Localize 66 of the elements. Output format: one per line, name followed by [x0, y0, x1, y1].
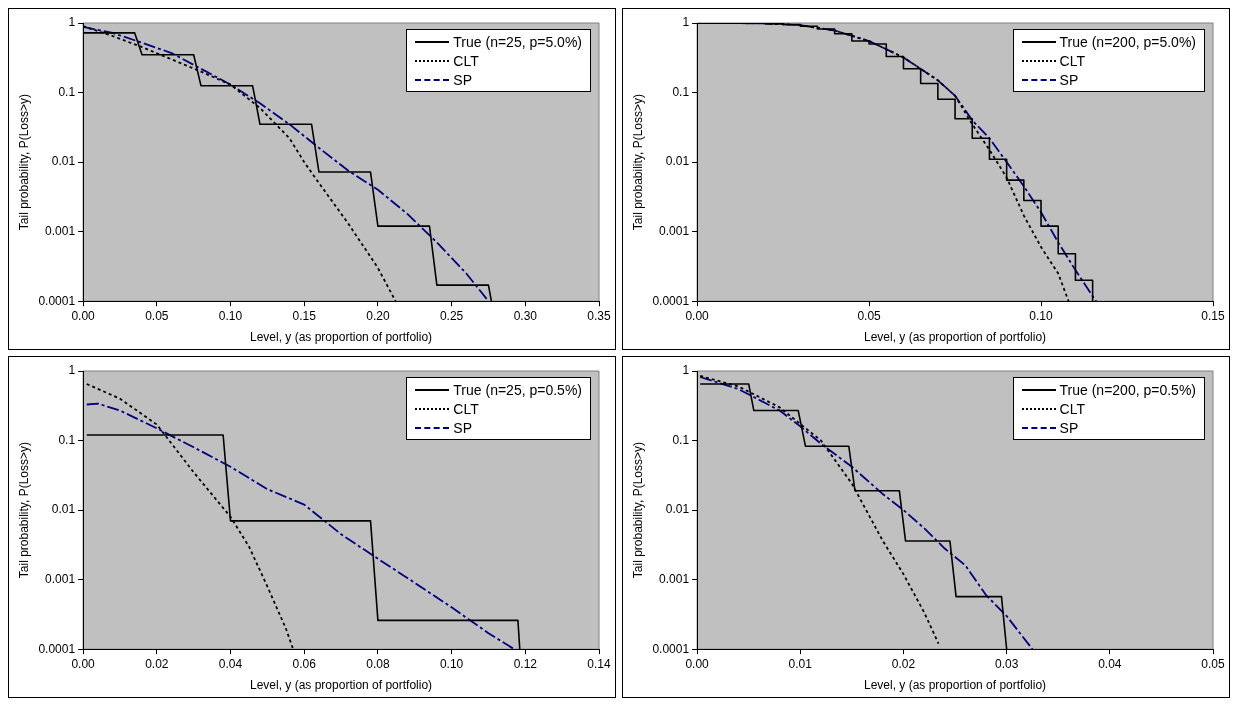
x-tick-label: 0.10 — [218, 308, 243, 323]
y-tick-label: 0.01 — [665, 502, 690, 517]
x-axis-title: Level, y (as proportion of portfolio) — [250, 678, 433, 693]
x-tick-label: 0.20 — [366, 308, 390, 323]
x-tick-label: 0.25 — [439, 308, 464, 323]
y-tick-label: 0.01 — [665, 154, 690, 169]
x-tick-label: 0.00 — [71, 656, 96, 671]
x-tick-label: 0.00 — [71, 308, 96, 323]
y-tick-label: 0.1 — [58, 84, 76, 99]
legend-label: SP — [1059, 419, 1079, 436]
y-axis-title: Tail probability, P(Loss>y) — [16, 94, 31, 231]
y-tick-label: 0.001 — [659, 571, 690, 586]
x-tick-label: 0.04 — [218, 656, 243, 671]
y-tick-label: 1 — [68, 15, 76, 30]
y-tick-label: 0.1 — [672, 432, 690, 447]
x-tick-label: 0.10 — [439, 656, 464, 671]
x-tick-label: 0.30 — [513, 308, 538, 323]
x-tick-label: 0.04 — [1098, 656, 1122, 671]
x-tick-label: 0.12 — [513, 656, 538, 671]
x-tick-label: 0.05 — [857, 308, 882, 323]
x-tick-label: 0.02 — [891, 656, 916, 671]
x-tick-label: 0.14 — [587, 656, 611, 671]
legend-label: CLT — [453, 52, 479, 69]
x-tick-label: 0.05 — [1201, 656, 1225, 671]
y-tick-label: 0.0001 — [38, 641, 76, 656]
x-axis-title: Level, y (as proportion of portfolio) — [864, 678, 1047, 693]
x-tick-label: 0.01 — [788, 656, 813, 671]
legend-label: True (n=200, p=0.5%) — [1059, 381, 1196, 398]
legend-label: SP — [1059, 71, 1079, 88]
y-tick-label: 0.0001 — [652, 293, 690, 308]
y-axis-title: Tail probability, P(Loss>y) — [16, 442, 31, 579]
y-tick-label: 1 — [682, 15, 690, 30]
legend-label: CLT — [453, 400, 479, 417]
y-tick-label: 0.001 — [45, 571, 76, 586]
legend-label: True (n=25, p=0.5%) — [453, 381, 582, 398]
legend-label: SP — [453, 419, 473, 436]
x-tick-label: 0.15 — [1201, 308, 1225, 323]
x-tick-label: 0.02 — [145, 656, 169, 671]
y-tick-label: 0.01 — [51, 154, 76, 169]
y-tick-label: 0.1 — [672, 84, 690, 99]
legend-label: CLT — [1059, 52, 1085, 69]
y-axis-title: Tail probability, P(Loss>y) — [630, 94, 645, 231]
x-axis-title: Level, y (as proportion of portfolio) — [864, 330, 1047, 345]
y-tick-label: 0.001 — [659, 223, 690, 238]
legend-label: SP — [453, 71, 473, 88]
x-tick-label: 0.06 — [292, 656, 317, 671]
y-tick-label: 0.01 — [51, 502, 76, 517]
x-tick-label: 0.35 — [587, 308, 611, 323]
x-axis-title: Level, y (as proportion of portfolio) — [250, 330, 433, 345]
y-tick-label: 1 — [682, 363, 690, 378]
x-tick-label: 0.00 — [685, 308, 710, 323]
y-tick-label: 0.0001 — [38, 293, 76, 308]
legend-label: True (n=200, p=5.0%) — [1059, 33, 1196, 50]
y-tick-label: 0.001 — [45, 223, 76, 238]
x-tick-label: 0.10 — [1029, 308, 1054, 323]
y-tick-label: 0.0001 — [652, 641, 690, 656]
y-tick-label: 1 — [68, 363, 76, 378]
x-tick-label: 0.05 — [145, 308, 169, 323]
x-tick-label: 0.03 — [994, 656, 1019, 671]
y-axis-title: Tail probability, P(Loss>y) — [630, 442, 645, 579]
x-tick-label: 0.00 — [685, 656, 710, 671]
x-tick-label: 0.15 — [292, 308, 317, 323]
legend-label: True (n=25, p=5.0%) — [453, 33, 582, 50]
x-tick-label: 0.08 — [366, 656, 390, 671]
legend-label: CLT — [1059, 400, 1085, 417]
y-tick-label: 0.1 — [58, 432, 76, 447]
